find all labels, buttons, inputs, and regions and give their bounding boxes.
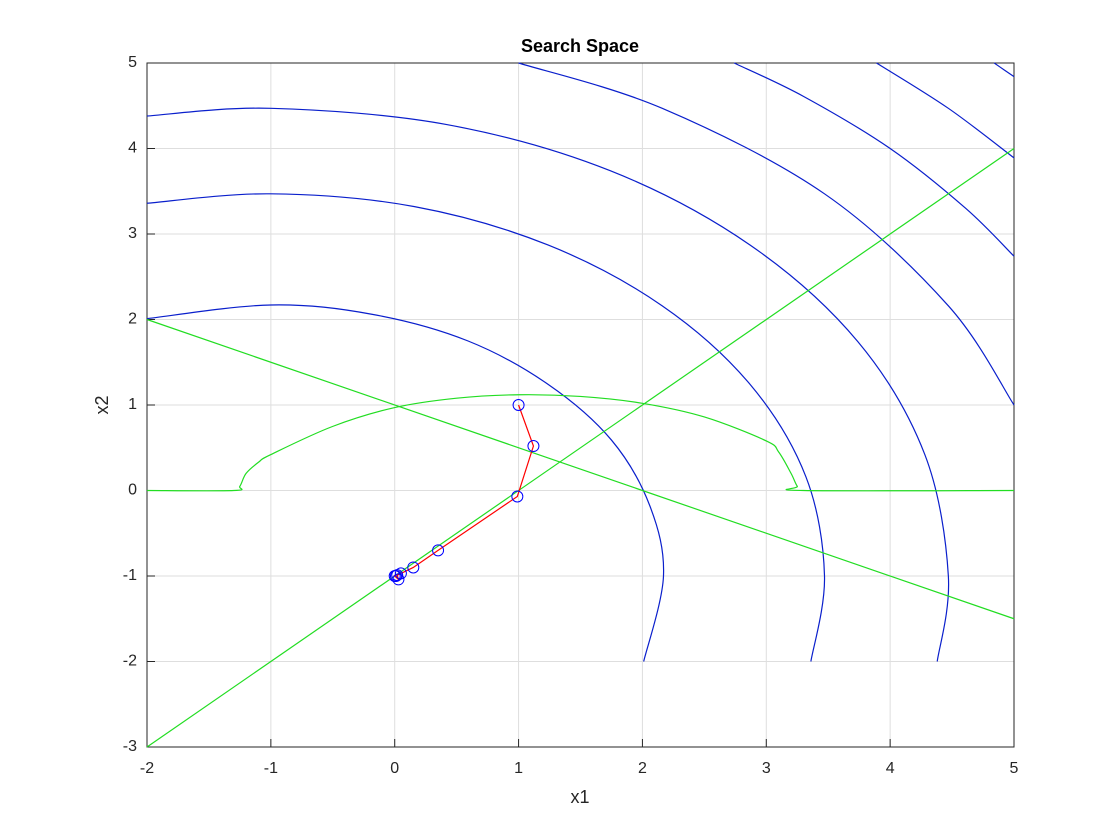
point-marker (432, 544, 445, 557)
y-tick-label: 0 (128, 482, 137, 499)
x-tick-label: 4 (886, 760, 895, 777)
y-tick-label: -1 (123, 567, 137, 584)
y-tick-label: 2 (128, 311, 137, 328)
y-tick-label: -3 (123, 738, 137, 755)
point-marker (527, 440, 540, 453)
point-marker (389, 570, 402, 582)
series-line (146, 304, 665, 662)
x-tick-label: 5 (1010, 760, 1019, 777)
x-tick-label: 0 (390, 760, 399, 777)
x-tick-label: 2 (638, 760, 647, 777)
series-line (146, 193, 826, 662)
series-line (146, 107, 950, 662)
series-line (146, 318, 1015, 620)
chart-title: Search Space (521, 36, 639, 56)
point-marker (511, 490, 524, 503)
series-line (146, 394, 1015, 492)
y-axis-label: x2 (92, 395, 112, 414)
y-tick-label: 5 (128, 54, 137, 71)
y-tick-label: 1 (128, 396, 137, 413)
x-tick-label: -1 (264, 760, 278, 777)
x-tick-label: 3 (762, 760, 771, 777)
series-line (993, 62, 1015, 78)
point-marker (392, 573, 405, 586)
y-tick-label: -2 (123, 653, 137, 670)
point-marker (407, 561, 420, 574)
series-line (876, 62, 1015, 159)
y-tick-label: 4 (128, 140, 137, 157)
x-tick-label: 1 (514, 760, 523, 777)
x-tick-label: -2 (140, 760, 154, 777)
point-marker (512, 399, 525, 411)
series-line (518, 62, 1015, 406)
series-line (146, 148, 1015, 748)
x-axis-label: x1 (570, 787, 589, 807)
series-line (393, 404, 535, 582)
series-line (733, 62, 1015, 257)
y-tick-label: 3 (128, 225, 137, 242)
